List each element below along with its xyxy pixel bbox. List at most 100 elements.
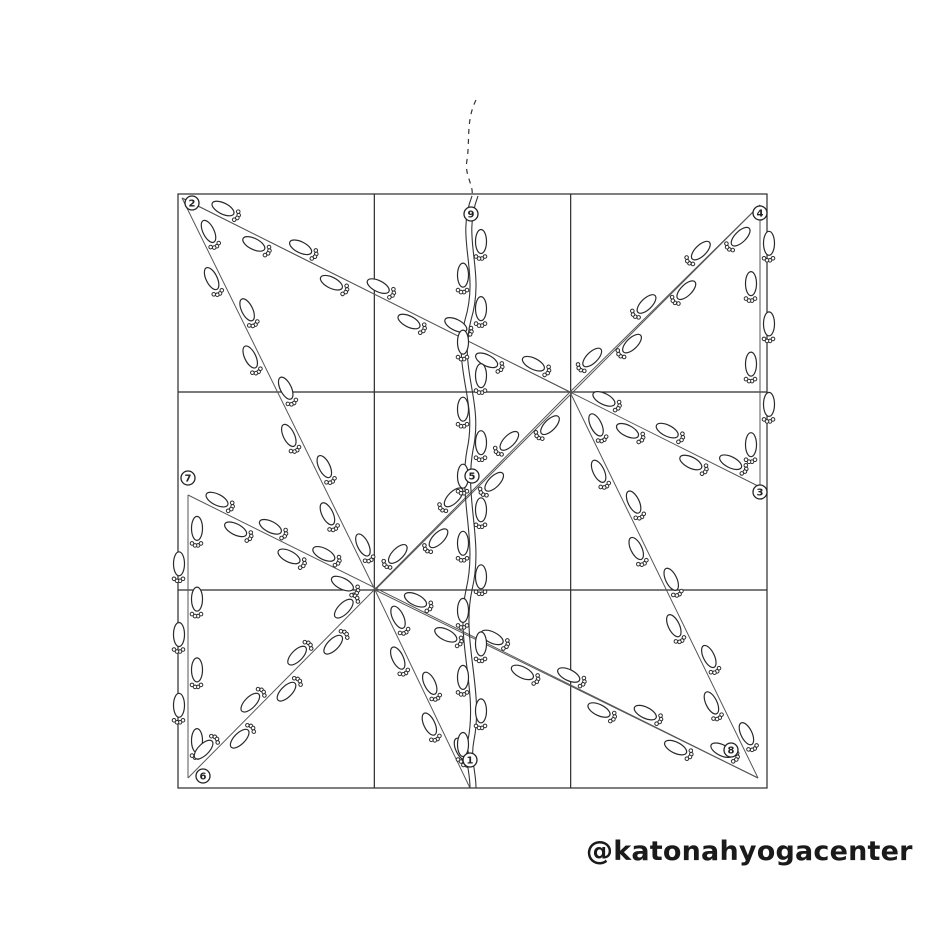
footprint-icon [394,310,430,337]
footprint-icon [573,343,606,376]
marker-label: 9 [468,210,475,221]
footprint-icon [189,515,204,548]
footprint-icon [473,631,488,664]
footprint-icon [508,661,543,688]
footprint-icon [473,228,488,261]
footprint-icon [621,488,648,523]
markers: 1 2 3 4 5 6 7 8 9 [180,195,768,784]
marker-6: 6 [195,768,211,784]
footprint-icon [743,351,758,384]
credit-handle: @katonahyogacenter [586,836,913,867]
footprint-icon [699,688,726,724]
footprint-icon [221,518,256,545]
footprint-icon [473,698,488,731]
footprint-icon [652,419,688,446]
marker-label: 4 [757,209,764,220]
footprint-icon [455,396,470,429]
footprint-icon [385,644,412,679]
marker-label: 7 [185,474,192,485]
marker-3: 3 [752,484,768,500]
dashed-entry-path [465,99,477,197]
footprint-icon [473,430,488,463]
footprint-icon [473,363,488,395]
footprint-icon [235,295,262,331]
footprint-icon [586,457,613,492]
footprint-icon [273,673,306,706]
path-line [569,204,761,393]
footprint-icon [208,197,244,224]
footprint-icon [473,564,488,597]
footprint-icon [237,684,269,717]
path-line [374,589,759,779]
footprint-icon [676,451,711,478]
footprint-icon [627,290,660,322]
footprint-icon [696,642,723,677]
footprint-icon [682,236,715,269]
footprint-icon [363,274,399,302]
path-line [569,391,759,779]
footprint-icon [721,222,754,255]
marker-label: 6 [200,772,207,783]
marker-4: 4 [752,205,768,221]
footprint-icon [473,296,488,328]
footprint-icon [613,419,648,446]
footprint-icon [309,542,344,570]
footprint-icon [434,483,467,516]
footprint-icon [417,710,444,745]
footprint-icon [661,611,688,647]
footprint-icon [312,452,339,488]
footprint-icon [761,230,776,263]
marker-5: 5 [464,468,480,484]
footprint-icon [743,271,758,303]
footprint-icon [519,352,554,379]
path-lines [181,197,761,789]
footprint-icon [716,451,751,478]
footprint-icon [743,432,758,465]
path-line [374,204,761,591]
marker-9: 9 [463,206,479,222]
footprint-icon [455,664,470,697]
footprint-icon [286,236,321,263]
footprint-icon [379,540,411,573]
marker-label: 2 [189,199,196,210]
marker-label: 5 [469,472,476,483]
wavy-path-left [460,195,473,789]
footprint-icon [455,329,470,362]
path-line [181,197,376,591]
footprint-icon [455,262,470,295]
footprint-icon [661,736,696,763]
footprint-icon [317,271,352,298]
path-line [374,589,471,789]
footprint-icon [473,497,488,530]
footprint-icon [584,410,611,446]
footprint-icon [624,534,651,569]
footprint-icon [584,698,620,725]
marker-8: 8 [723,742,739,758]
footprint-icon [189,657,204,690]
marker-label: 1 [467,756,474,767]
footprint-icon [320,626,352,659]
footprint-icon [189,586,204,619]
footprint-icon [386,603,412,638]
footprint-icon [531,411,564,444]
footprint-icon [315,499,342,535]
footprint-icon [199,264,226,300]
marker-2: 2 [184,195,200,211]
footprint-icon [659,565,686,600]
marker-label: 8 [728,746,735,757]
footprints [171,197,776,770]
footprint-icon [490,426,523,459]
footprint-icon [417,669,444,704]
path-line [187,391,571,779]
footprint-icon [401,588,436,615]
footprint-icon [226,720,259,753]
footprint-icon [455,530,470,563]
footprint-icon [761,311,776,344]
footprint-icon [350,531,378,566]
path-line [181,197,571,393]
footprint-icon [734,719,761,755]
marker-1: 1 [462,752,478,768]
footprint-icon [274,545,310,572]
marker-7: 7 [180,470,196,486]
